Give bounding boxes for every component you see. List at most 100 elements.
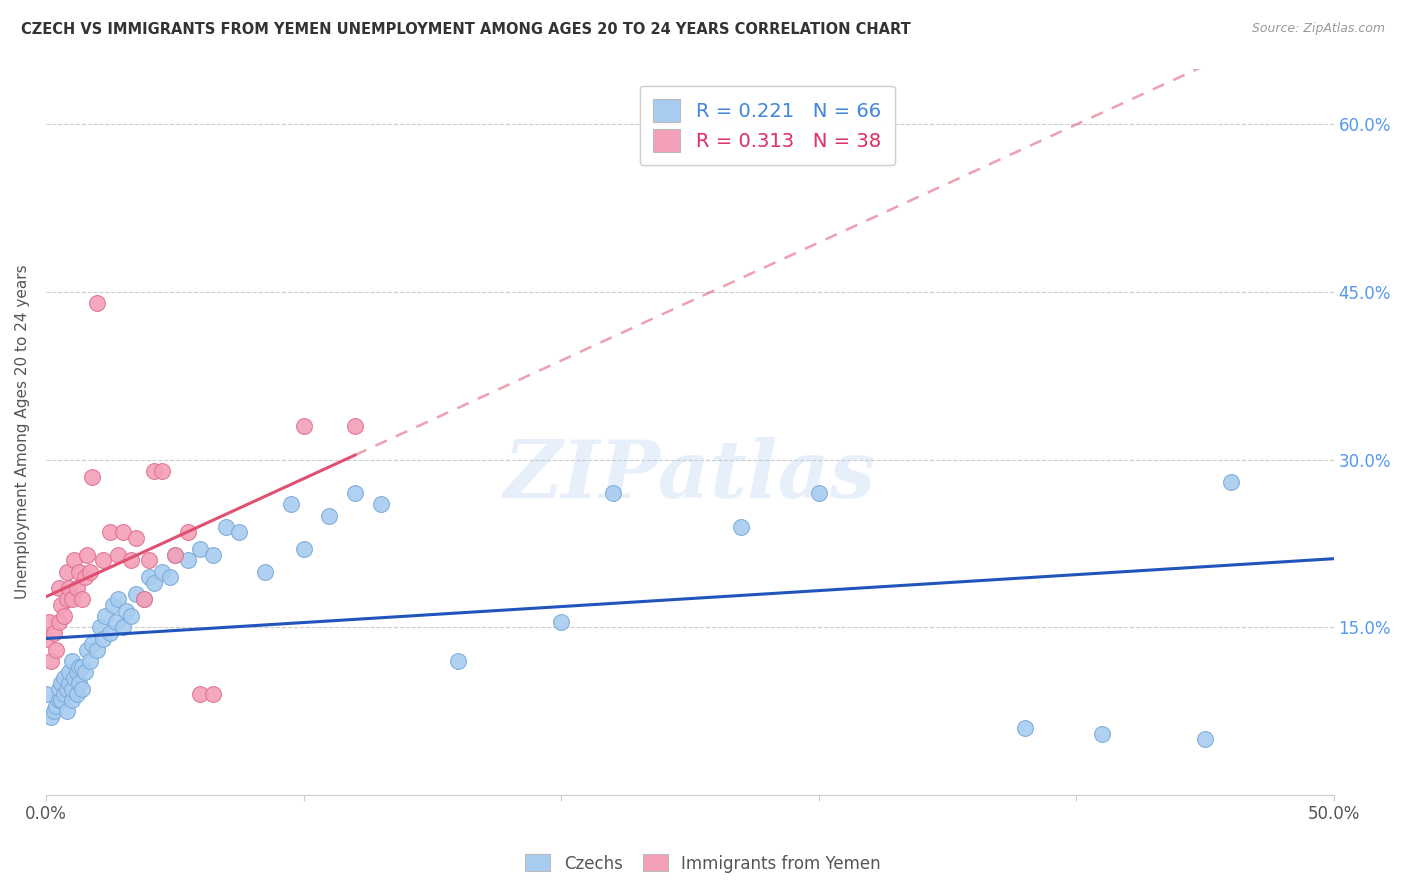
Point bbox=[807, 486, 830, 500]
Point bbox=[1194, 732, 1216, 747]
Point bbox=[55, 592, 77, 607]
Point bbox=[51, 693, 73, 707]
Point bbox=[60, 654, 83, 668]
Point bbox=[228, 525, 250, 540]
Point bbox=[45, 698, 67, 713]
Text: CZECH VS IMMIGRANTS FROM YEMEN UNEMPLOYMENT AMONG AGES 20 TO 24 YEARS CORRELATIO: CZECH VS IMMIGRANTS FROM YEMEN UNEMPLOYM… bbox=[21, 22, 911, 37]
Point bbox=[447, 654, 470, 668]
Point bbox=[150, 464, 173, 478]
Point bbox=[98, 626, 121, 640]
Point bbox=[132, 592, 155, 607]
Point bbox=[63, 553, 86, 567]
Y-axis label: Unemployment Among Ages 20 to 24 years: Unemployment Among Ages 20 to 24 years bbox=[15, 265, 30, 599]
Point bbox=[69, 676, 91, 690]
Point bbox=[58, 676, 80, 690]
Point bbox=[163, 548, 186, 562]
Point bbox=[35, 688, 58, 702]
Point bbox=[114, 604, 136, 618]
Point bbox=[112, 525, 135, 540]
Point bbox=[76, 642, 98, 657]
Point bbox=[343, 419, 366, 434]
Point bbox=[58, 582, 80, 596]
Point bbox=[107, 592, 129, 607]
Point bbox=[60, 681, 83, 696]
Point bbox=[370, 498, 392, 512]
Point bbox=[48, 681, 70, 696]
Point bbox=[104, 615, 127, 629]
Point bbox=[79, 565, 101, 579]
Legend: R = 0.221   N = 66, R = 0.313   N = 38: R = 0.221 N = 66, R = 0.313 N = 38 bbox=[640, 86, 894, 165]
Point bbox=[730, 520, 752, 534]
Point bbox=[202, 548, 225, 562]
Point bbox=[602, 486, 624, 500]
Point bbox=[48, 615, 70, 629]
Point bbox=[86, 296, 108, 310]
Point bbox=[48, 693, 70, 707]
Point bbox=[1219, 475, 1241, 489]
Point bbox=[55, 681, 77, 696]
Point bbox=[86, 642, 108, 657]
Point bbox=[53, 609, 76, 624]
Point bbox=[69, 565, 91, 579]
Point bbox=[91, 553, 114, 567]
Point bbox=[190, 688, 212, 702]
Point bbox=[138, 553, 160, 567]
Point bbox=[45, 642, 67, 657]
Point bbox=[69, 659, 91, 673]
Text: ZIPatlas: ZIPatlas bbox=[503, 437, 876, 514]
Point bbox=[38, 615, 60, 629]
Point bbox=[79, 654, 101, 668]
Point bbox=[253, 565, 276, 579]
Point bbox=[73, 665, 96, 679]
Point bbox=[58, 665, 80, 679]
Point bbox=[42, 704, 65, 718]
Point bbox=[163, 548, 186, 562]
Point bbox=[94, 609, 117, 624]
Point bbox=[39, 710, 62, 724]
Point bbox=[190, 542, 212, 557]
Point bbox=[53, 688, 76, 702]
Point bbox=[55, 704, 77, 718]
Point bbox=[89, 620, 111, 634]
Point bbox=[66, 688, 89, 702]
Point bbox=[1091, 726, 1114, 740]
Point bbox=[215, 520, 238, 534]
Point bbox=[120, 609, 142, 624]
Point bbox=[48, 582, 70, 596]
Point bbox=[143, 464, 166, 478]
Point bbox=[82, 469, 104, 483]
Point bbox=[125, 531, 148, 545]
Point bbox=[63, 671, 86, 685]
Point bbox=[51, 676, 73, 690]
Point bbox=[55, 565, 77, 579]
Point bbox=[176, 525, 198, 540]
Point bbox=[202, 688, 225, 702]
Point bbox=[98, 525, 121, 540]
Point bbox=[70, 659, 93, 673]
Point bbox=[138, 570, 160, 584]
Point bbox=[60, 693, 83, 707]
Point bbox=[176, 553, 198, 567]
Point bbox=[76, 548, 98, 562]
Point bbox=[550, 615, 572, 629]
Point bbox=[1014, 721, 1036, 735]
Point bbox=[91, 632, 114, 646]
Point bbox=[70, 681, 93, 696]
Point bbox=[292, 542, 315, 557]
Point bbox=[60, 592, 83, 607]
Text: Source: ZipAtlas.com: Source: ZipAtlas.com bbox=[1251, 22, 1385, 36]
Point bbox=[143, 575, 166, 590]
Point bbox=[132, 592, 155, 607]
Point bbox=[125, 587, 148, 601]
Legend: Czechs, Immigrants from Yemen: Czechs, Immigrants from Yemen bbox=[519, 847, 887, 880]
Point bbox=[112, 620, 135, 634]
Point bbox=[73, 570, 96, 584]
Point bbox=[39, 654, 62, 668]
Point bbox=[159, 570, 181, 584]
Point bbox=[53, 671, 76, 685]
Point bbox=[42, 626, 65, 640]
Point bbox=[150, 565, 173, 579]
Point bbox=[51, 598, 73, 612]
Point bbox=[292, 419, 315, 434]
Point bbox=[280, 498, 302, 512]
